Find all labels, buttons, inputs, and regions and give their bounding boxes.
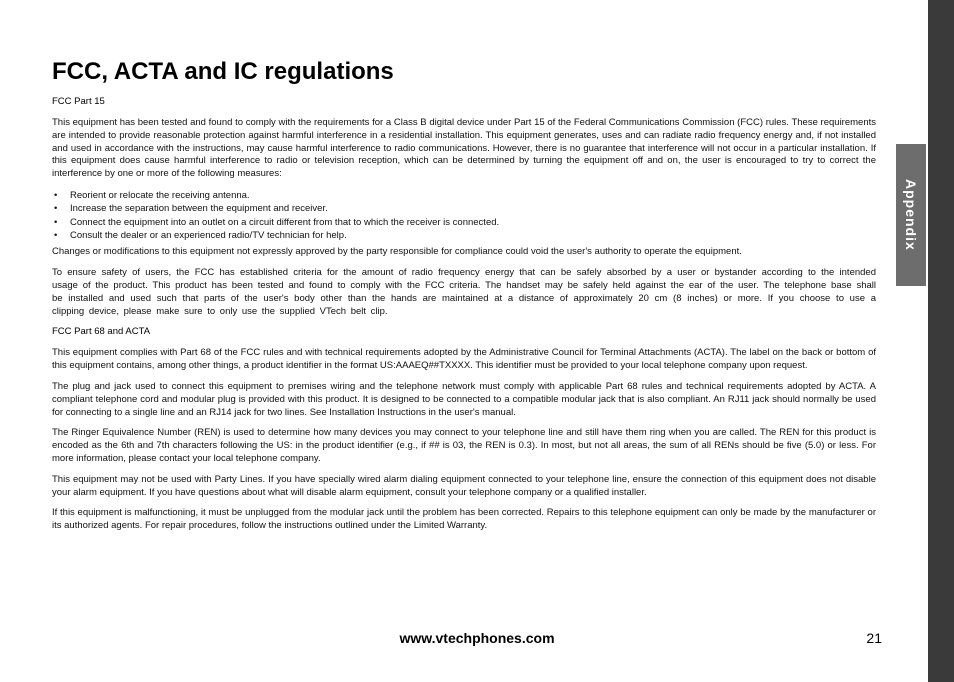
bullet-list: • Reorient or relocate the receiving ant…: [52, 189, 876, 242]
bullet-icon: •: [52, 229, 70, 242]
list-item: • Connect the equipment into an outlet o…: [52, 216, 876, 229]
bullet-text: Consult the dealer or an experienced rad…: [70, 229, 876, 242]
list-item: • Increase the separation between the eq…: [52, 202, 876, 215]
section2-p1: This equipment complies with Part 68 of …: [52, 347, 876, 373]
page-title: FCC, ACTA and IC regulations: [52, 58, 876, 86]
right-margin-bar: [928, 0, 954, 682]
list-item: • Consult the dealer or an experienced r…: [52, 229, 876, 242]
bullet-icon: •: [52, 202, 70, 215]
section2-heading: FCC Part 68 and ACTA: [52, 326, 876, 337]
appendix-tab: Appendix: [896, 144, 926, 286]
page-number: 21: [866, 630, 882, 646]
section1-heading: FCC Part 15: [52, 96, 876, 107]
footer-url: www.vtechphones.com: [0, 630, 954, 646]
section2-p5: If this equipment is malfunctioning, it …: [52, 507, 876, 533]
bullet-text: Increase the separation between the equi…: [70, 202, 876, 215]
appendix-tab-label: Appendix: [903, 179, 919, 251]
section1-p3: To ensure safety of users, the FCC has e…: [52, 267, 876, 318]
section2-p4: This equipment may not be used with Part…: [52, 474, 876, 500]
list-item: • Reorient or relocate the receiving ant…: [52, 189, 876, 202]
section2-p2: The plug and jack used to connect this e…: [52, 381, 876, 419]
page-content: FCC, ACTA and IC regulations FCC Part 15…: [52, 58, 876, 541]
bullet-icon: •: [52, 189, 70, 202]
bullet-text: Connect the equipment into an outlet on …: [70, 216, 876, 229]
section2-p3: The Ringer Equivalence Number (REN) is u…: [52, 427, 876, 465]
bullet-text: Reorient or relocate the receiving anten…: [70, 189, 876, 202]
section1-p2: Changes or modifications to this equipme…: [52, 246, 876, 259]
bullet-icon: •: [52, 216, 70, 229]
section1-p1: This equipment has been tested and found…: [52, 117, 876, 181]
